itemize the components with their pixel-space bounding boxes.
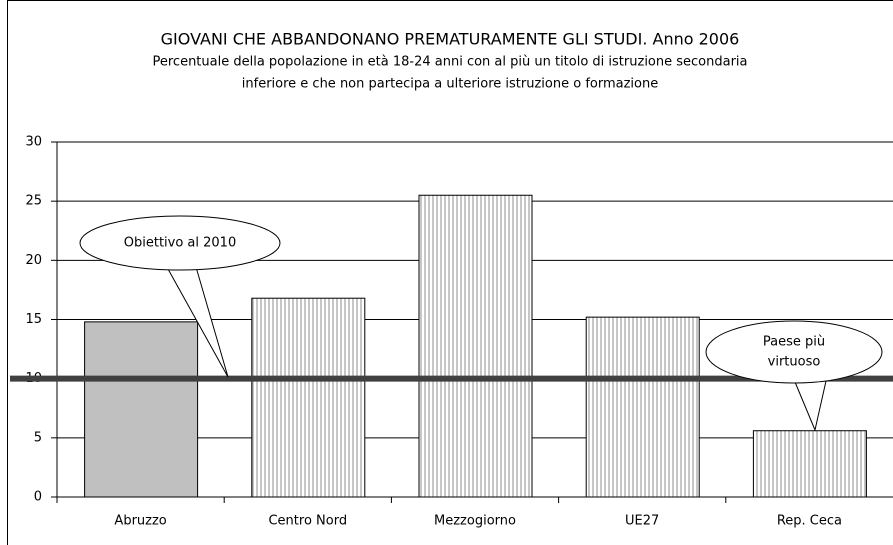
- x-tick-label: Rep. Ceca: [777, 514, 842, 529]
- chart-subtitle: inferiore e che non partecipa a ulterior…: [242, 77, 658, 92]
- y-tick-label: 5: [34, 430, 42, 445]
- callout: [79, 215, 281, 271]
- bar: [418, 194, 533, 498]
- bar: [84, 321, 199, 498]
- bar: [585, 316, 700, 498]
- y-tick-label: 30: [25, 135, 42, 150]
- y-tick-label: 15: [25, 312, 42, 327]
- annotation: Obiettivo al 2010: [124, 236, 236, 251]
- annotation: Paese più: [763, 335, 825, 350]
- bar: [752, 430, 867, 498]
- x-tick-label: UE27: [625, 514, 659, 529]
- y-tick-label: 25: [25, 194, 42, 209]
- bar: [251, 297, 366, 498]
- x-tick-label: Centro Nord: [268, 514, 347, 529]
- annotation: virtuoso: [768, 355, 821, 370]
- chart-subtitle: Percentuale della popolazione in età 18-…: [152, 55, 747, 70]
- callout: [705, 320, 883, 384]
- y-tick-label: 20: [25, 253, 42, 268]
- chart-title: GIOVANI CHE ABBANDONANO PREMATURAMENTE G…: [161, 30, 740, 49]
- x-tick-label: Abruzzo: [114, 514, 166, 529]
- y-tick-label: 0: [34, 490, 42, 505]
- x-tick-label: Mezzogiorno: [434, 514, 516, 529]
